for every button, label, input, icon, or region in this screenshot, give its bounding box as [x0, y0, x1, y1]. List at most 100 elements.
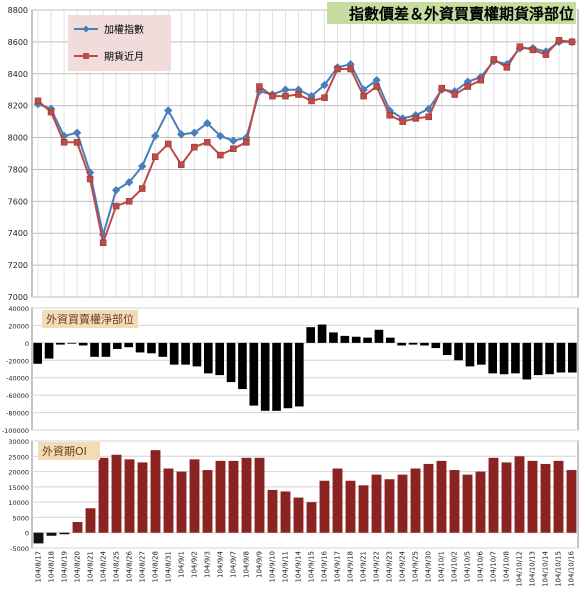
oi-bar — [150, 450, 161, 533]
oi-title-box — [38, 442, 100, 460]
net-position-bar — [33, 342, 43, 364]
oi-bar — [254, 457, 265, 533]
point-futures — [555, 37, 563, 44]
net-position-bar — [78, 342, 88, 346]
net-y-tick-label: 40000 — [8, 305, 29, 313]
net-position-bar — [499, 342, 509, 375]
net-position-bar — [340, 335, 350, 343]
x-tick-label: 104/8/27 — [139, 551, 147, 582]
point-futures — [373, 83, 380, 90]
oi-bar — [241, 457, 252, 533]
net-title-box — [42, 310, 138, 328]
legend-marker-futures — [83, 53, 89, 59]
oi-bar — [189, 459, 200, 533]
line-y-tick-label: 7800 — [8, 165, 28, 174]
point-index — [164, 106, 173, 115]
net-position-bar — [408, 342, 418, 345]
point-futures — [60, 139, 68, 146]
point-futures — [334, 65, 341, 73]
net-position-bar — [533, 342, 543, 376]
point-futures — [386, 111, 393, 119]
point-index — [151, 131, 160, 141]
point-futures — [490, 56, 498, 63]
oi-y-tick-label: 0 — [25, 530, 29, 538]
net-position-bar — [203, 342, 213, 374]
point-futures — [438, 84, 446, 92]
net-position-bar — [260, 342, 270, 411]
net-position-bar — [556, 342, 566, 373]
x-tick-label: 104/8/17 — [35, 551, 43, 582]
point-futures — [542, 51, 550, 58]
oi-bar — [345, 480, 356, 533]
oi-bar — [371, 474, 382, 533]
net-y-tick-label: -40000 — [6, 375, 29, 383]
net-position-bar — [442, 342, 452, 356]
oi-bar — [163, 468, 174, 533]
oi-bar — [449, 470, 460, 533]
x-tick-label: 104/10/2 — [451, 551, 459, 582]
net-position-bar — [272, 342, 281, 411]
net-position-bar — [147, 342, 156, 354]
net-position-bar — [112, 342, 122, 349]
point-futures — [568, 38, 576, 46]
net-position-bar — [181, 342, 190, 365]
oi-bar — [436, 460, 447, 533]
oi-bar — [462, 474, 473, 533]
point-futures — [399, 118, 406, 125]
x-tick-label: 104/9/17 — [334, 551, 342, 582]
x-tick-label: 104/9/11 — [282, 551, 290, 582]
point-index — [320, 80, 329, 90]
x-tick-label: 104/8/25 — [113, 551, 121, 582]
oi-bar — [228, 460, 239, 533]
oi-bar — [215, 460, 226, 533]
oi-bar — [176, 471, 187, 533]
point-futures — [112, 202, 120, 210]
point-index — [177, 130, 186, 139]
net-position-bar — [545, 342, 554, 375]
oi-bar — [85, 508, 96, 533]
net-position-bar — [351, 336, 361, 343]
point-futures — [477, 76, 485, 84]
point-futures — [256, 83, 263, 90]
x-tick-label: 104/8/21 — [87, 551, 95, 582]
point-futures — [425, 113, 432, 121]
point-futures — [503, 64, 511, 71]
oi-y-tick-label: 25000 — [8, 453, 29, 461]
net-position-bar — [192, 342, 202, 367]
net-position-bar — [124, 342, 134, 348]
point-futures — [347, 65, 354, 73]
net-position-bar — [420, 342, 429, 346]
net-y-tick-label: -20000 — [6, 357, 29, 365]
net-position-bar — [465, 342, 475, 367]
point-futures — [360, 92, 367, 100]
line-y-tick-label: 7600 — [8, 197, 28, 206]
net-position-bar — [44, 342, 54, 359]
net-position-bar — [306, 327, 316, 343]
point-futures — [86, 175, 94, 183]
x-tick-label: 104/9/10 — [269, 551, 277, 582]
x-tick-label: 104/9/21 — [360, 551, 368, 582]
point-futures — [308, 97, 315, 105]
point-futures — [282, 92, 289, 100]
x-tick-label: 104/10/13 — [529, 551, 537, 587]
oi-bar — [514, 456, 525, 533]
point-futures — [243, 139, 250, 146]
oi-bar — [46, 532, 57, 536]
x-tick-label: 104/9/7 — [230, 551, 238, 578]
net-position-bar — [215, 342, 225, 376]
point-futures — [269, 92, 276, 100]
net-position-bar — [567, 342, 577, 373]
oi-bar — [293, 497, 304, 533]
oi-y-tick-label: -5000 — [10, 545, 29, 553]
net-position-bar — [56, 342, 65, 345]
x-tick-label: 104/8/26 — [126, 550, 134, 582]
oi-bar — [59, 532, 70, 535]
net-position-bar — [249, 342, 259, 406]
oi-y-tick-label: 5000 — [12, 514, 29, 522]
net-position-bar — [226, 342, 236, 383]
x-tick-label: 104/9/4 — [217, 550, 225, 578]
net-y-tick-label: 20000 — [8, 322, 29, 330]
net-position-bar — [397, 342, 407, 346]
x-tick-label: 104/10/5 — [464, 551, 472, 582]
point-futures — [529, 46, 537, 54]
